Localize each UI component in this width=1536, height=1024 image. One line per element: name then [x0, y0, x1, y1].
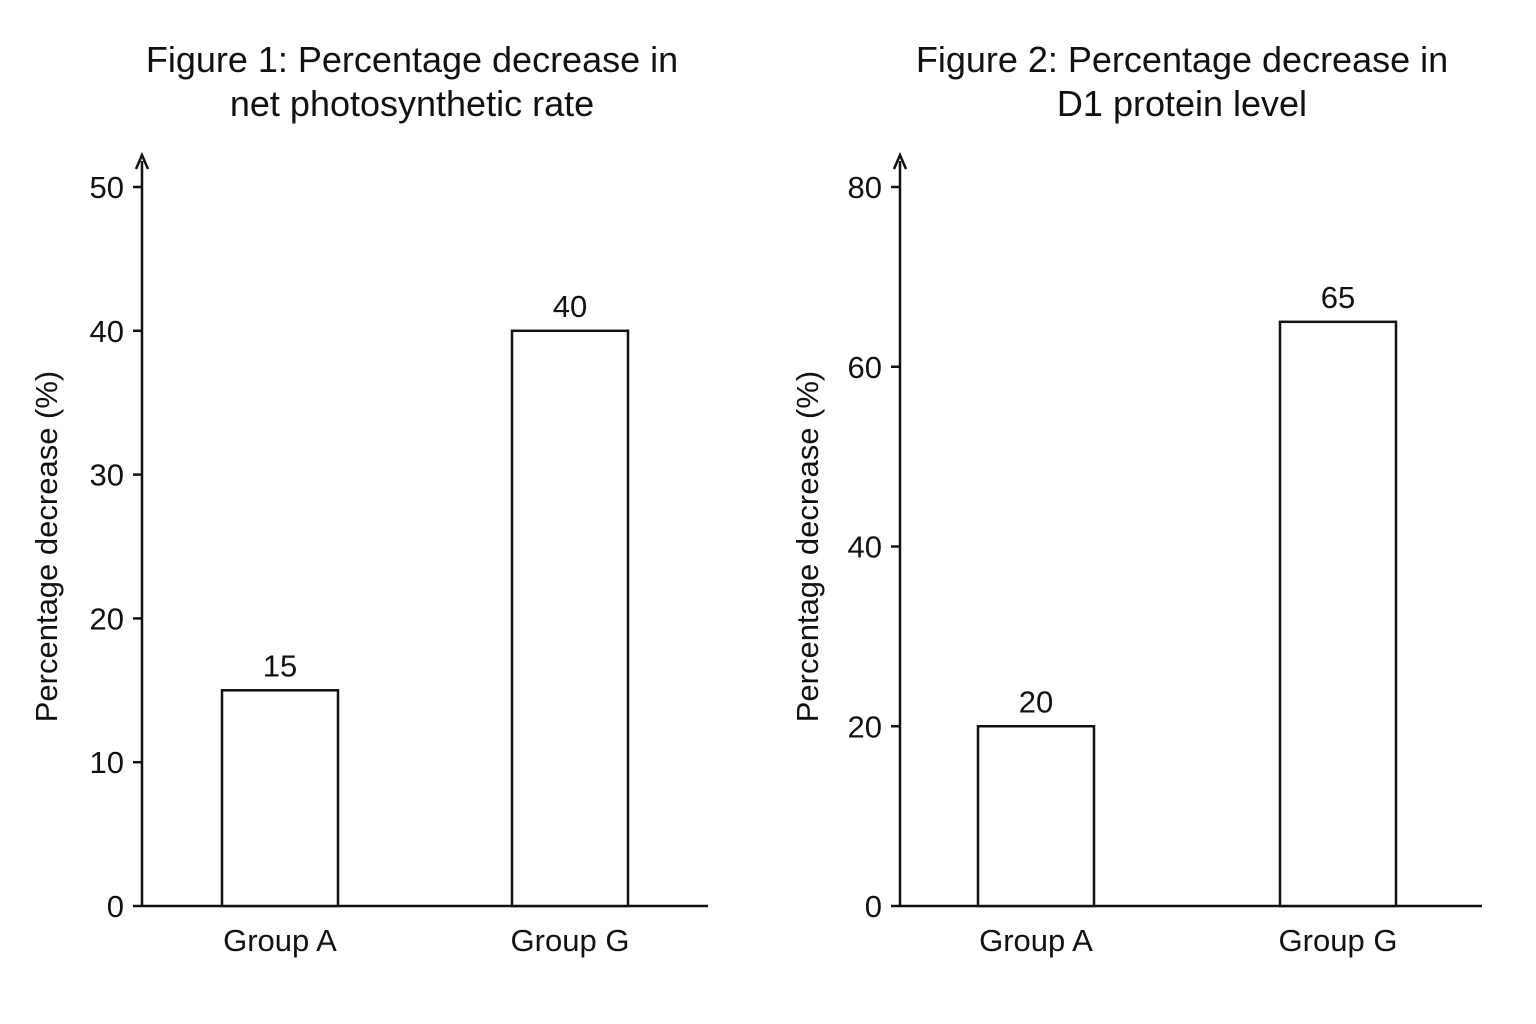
chart-2-y-tick-label-0: 0: [865, 889, 882, 924]
chart-2-y-tick-label-3: 60: [848, 350, 882, 385]
chart-2-bar-0: [976, 725, 1096, 908]
chart-2-y-axis-title: Percentage decrease (%): [790, 371, 825, 723]
chart-1-y-tick-label-0: 0: [107, 889, 124, 924]
chart-1-title-line-1: Figure 1: Percentage decrease in: [145, 39, 679, 80]
chart-1-bar-1: [510, 329, 630, 908]
chart-2-category-label-0: Group A: [979, 923, 1093, 958]
chart-1-y-tick-label-3: 30: [90, 458, 124, 493]
chart-2-title-line-2: D1 protein level: [1056, 83, 1308, 124]
chart-1-data-label-1: 40: [553, 289, 587, 324]
chart-2-data-label-0: 20: [1019, 684, 1053, 719]
chart-1-y-tick-label-1: 10: [90, 745, 124, 780]
chart-2-title-line-1: Figure 2: Percentage decrease in: [915, 39, 1449, 80]
chart-1-y-tick-label-4: 40: [90, 314, 124, 349]
chart-1-title: Figure 1: Percentage decrease in net pho…: [92, 38, 732, 126]
chart-1-category-label-0: Group A: [223, 923, 337, 958]
chart-2-y-tick-label-1: 20: [848, 709, 882, 744]
chart-1-category-label-1: Group G: [511, 923, 630, 958]
chart-2-y-tick-label-4: 80: [848, 170, 882, 205]
chart-2-title: Figure 2: Percentage decrease in D1 prot…: [862, 38, 1502, 126]
chart-2-y-tick-label-2: 40: [848, 530, 882, 565]
chart-2-bar-1: [1278, 320, 1398, 908]
chart-2-data-label-1: 65: [1321, 280, 1355, 315]
chart-2-y-axis-arrow: [892, 151, 908, 170]
chart-1-y-axis-arrow: [134, 151, 150, 170]
chart-1-title-line-2: net photosynthetic rate: [229, 83, 595, 124]
chart-1-bar-0: [220, 689, 340, 908]
chart-1-y-tick-label-5: 50: [90, 170, 124, 205]
chart-1-data-label-0: 15: [263, 648, 297, 683]
chart-2-category-label-1: Group G: [1279, 923, 1398, 958]
chart-1-y-axis-title: Percentage decrease (%): [29, 371, 64, 723]
chart-1-y-tick-label-2: 20: [90, 601, 124, 636]
